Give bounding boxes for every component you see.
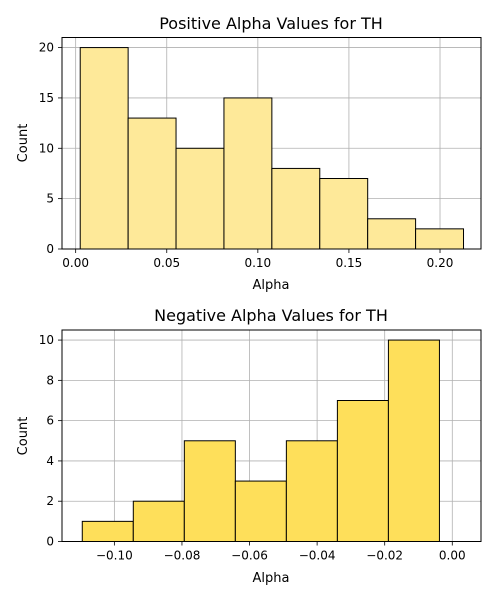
histogram-bar (285, 440, 338, 542)
y-axis-label: Count (16, 417, 31, 456)
histogram-bar (81, 520, 134, 542)
histogram-bar (183, 440, 236, 542)
y-tick-label: 2 (46, 494, 54, 508)
x-tick-label: −0.02 (366, 549, 403, 563)
y-tick-label: 0 (46, 535, 54, 549)
histogram-bar (271, 167, 321, 250)
x-tick-label: −0.10 (96, 549, 133, 563)
x-tick-label: −0.06 (231, 549, 268, 563)
bars (79, 47, 465, 250)
y-tick-label: 5 (46, 192, 54, 206)
y-tick-label: 20 (39, 41, 54, 55)
y-tick-label: 10 (39, 141, 54, 155)
histogram-bar (367, 218, 417, 250)
histogram-bar (319, 178, 369, 250)
histogram-bar (175, 147, 225, 250)
negative-alpha-histogram: Negative Alpha Values for TH −0.10 −0.08−… (16, 306, 482, 586)
x-tick-label: −0.04 (299, 549, 336, 563)
tick-marks: 0.00 0.05 0.10 0.15 0.20 0 5 10 15 20 (39, 41, 454, 270)
tick-marks: −0.10 −0.08 −0.06 −0.04 −0.02 0.00 0 2 4 6 8 10 (39, 333, 466, 562)
x-tick-label: 0.10 (244, 256, 271, 270)
x-tick-label: 0.20 (427, 256, 454, 270)
histogram-bar (336, 400, 389, 542)
plot-frame (61, 37, 482, 250)
y-tick-label: 4 (46, 454, 54, 468)
histogram-bar (234, 480, 287, 543)
chart-title: Positive Alpha Values for TH (159, 14, 383, 33)
histogram-bar (127, 117, 177, 250)
x-tick-label: 0.00 (62, 256, 89, 270)
y-tick-label: 0 (46, 242, 54, 256)
y-tick-label: 8 (46, 373, 54, 387)
y-tick-label: 6 (46, 414, 54, 428)
x-tick-label: 0.00 (439, 549, 466, 563)
histogram-bar (415, 228, 465, 250)
chart-title: Negative Alpha Values for TH (154, 306, 388, 325)
histogram-bar (132, 500, 185, 543)
y-tick-label: 10 (39, 333, 54, 347)
x-tick-label: −0.08 (164, 549, 201, 563)
histogram-bar (223, 97, 273, 250)
histogram-bar (387, 339, 440, 543)
y-tick-label: 15 (39, 91, 54, 105)
x-axis-label: Alpha (253, 278, 290, 293)
x-tick-label: 0.05 (153, 256, 180, 270)
y-axis-label: Count (16, 124, 31, 163)
x-tick-label: 0.15 (336, 256, 363, 270)
histogram-bar (79, 47, 129, 250)
plot-frame (61, 329, 482, 542)
x-axis-label: Alpha (253, 571, 290, 586)
positive-alpha-histogram: Positive Alpha Values for TH 0.00 0.05 0.1… (16, 14, 482, 293)
